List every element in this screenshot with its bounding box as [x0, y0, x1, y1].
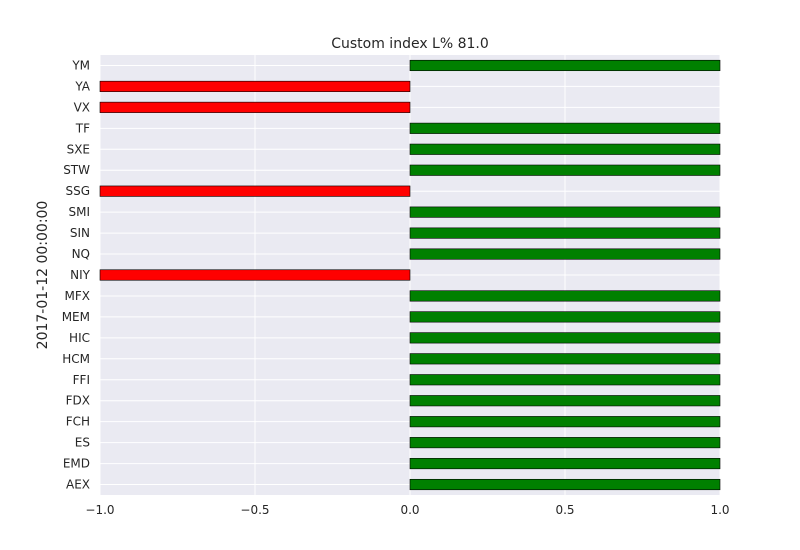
- bar-aex: [409, 478, 721, 491]
- y-tick-label: FDX: [66, 394, 90, 408]
- y-tick-label: TF: [75, 121, 90, 135]
- bar-hcm: [409, 353, 721, 365]
- bar-ffi: [409, 374, 721, 386]
- x-tick-label: −1.0: [85, 503, 114, 517]
- bar-stw: [409, 164, 721, 176]
- y-tick-label: YM: [71, 58, 90, 72]
- x-tick-label: 0.0: [400, 503, 419, 517]
- bar-ssg: [99, 185, 411, 197]
- y-axis-label: 2017-01-12 00:00:00: [35, 201, 51, 350]
- x-tick-label: 0.5: [555, 503, 574, 517]
- y-tick-label: NIY: [70, 268, 91, 282]
- y-tick-label: ES: [75, 436, 90, 450]
- bar-sxe: [409, 143, 721, 155]
- bar-fdx: [409, 395, 721, 407]
- y-tick-label: HIC: [69, 331, 90, 345]
- bar-nq: [409, 248, 721, 260]
- bars: [99, 59, 721, 491]
- bar-ya: [99, 80, 411, 92]
- y-tick-label: NQ: [72, 247, 90, 261]
- x-tick-labels: −1.0 −0.5 0.0 0.5 1.0: [85, 503, 729, 517]
- chart-title: Custom index L% 81.0: [331, 36, 489, 52]
- bar-mfx: [409, 290, 721, 302]
- y-tick-label: MFX: [65, 289, 90, 303]
- y-tick-label: SIN: [70, 226, 90, 240]
- x-tick-label: 1.0: [710, 503, 729, 517]
- bar-es: [409, 437, 721, 449]
- bar-smi: [409, 206, 721, 218]
- bar-hic: [409, 332, 721, 344]
- y-tick-label: STW: [63, 163, 90, 177]
- bar-emd: [409, 458, 721, 470]
- y-tick-label: FFI: [73, 373, 90, 387]
- bar-niy: [99, 269, 411, 281]
- bar-vx: [99, 101, 411, 113]
- y-tick-label: EMD: [63, 457, 90, 471]
- y-tick-label: YA: [74, 79, 90, 93]
- bar-mem: [409, 311, 721, 323]
- bar-sin: [409, 227, 721, 239]
- y-tick-label: HCM: [62, 352, 90, 366]
- y-tick-label: SMI: [68, 205, 90, 219]
- bar-ym: [409, 59, 721, 72]
- bar-fch: [409, 416, 721, 428]
- y-tick-label: MEM: [62, 310, 90, 324]
- y-tick-labels: YM YA VX TF SXE STW SSG SMI SIN NQ NIY MFX MEM HIC HCM…: [62, 58, 91, 491]
- y-tick-label: SXE: [67, 142, 90, 156]
- y-tick-label: FCH: [66, 415, 90, 429]
- bar-tf: [409, 122, 721, 134]
- y-tick-label: SSG: [65, 184, 90, 198]
- y-tick-label: VX: [74, 100, 90, 114]
- y-tick-label: AEX: [66, 478, 90, 492]
- x-tick-label: −0.5: [240, 503, 269, 517]
